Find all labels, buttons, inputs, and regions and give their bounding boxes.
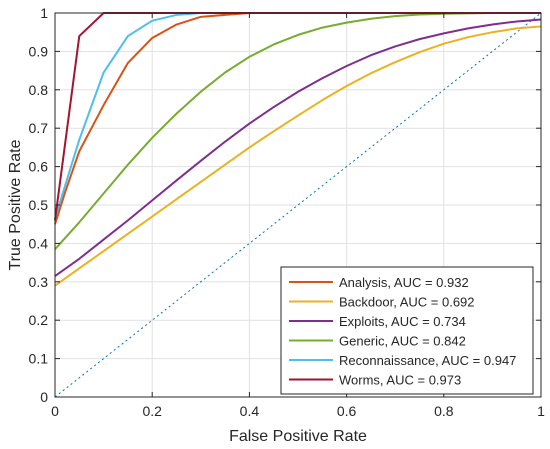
y-tick-label: 0.9: [29, 43, 49, 59]
reference-diagonal-line: [54, 12, 542, 398]
y-axis-label: True Positive Rate: [7, 139, 24, 270]
y-tick-label: 0.3: [29, 274, 49, 290]
x-tick-label: 0.4: [240, 403, 260, 419]
x-axis-ticks: 0 0.2 0.4 0.6 0.8 1: [51, 13, 545, 419]
y-tick-label: 0.5: [29, 197, 49, 213]
y-tick-label: 1: [40, 5, 48, 21]
y-tick-label: 0.1: [29, 351, 49, 367]
legend-label: Analysis, AUC = 0.932: [339, 275, 469, 290]
x-tick-label: 1: [537, 403, 545, 419]
series-line-2: [54, 18, 542, 277]
y-tick-label: 0.8: [29, 82, 49, 98]
y-tick-label: 0.7: [29, 120, 49, 136]
y-tick-label: 0.6: [29, 159, 49, 175]
series-line-1: [54, 25, 542, 287]
y-tick-label: 0: [40, 389, 48, 405]
x-tick-label: 0.6: [337, 403, 357, 419]
legend-label: Generic, AUC = 0.842: [339, 334, 466, 349]
x-tick-label: 0.8: [434, 403, 454, 419]
legend-label: Backdoor, AUC = 0.692: [339, 295, 475, 310]
y-tick-label: 0.4: [29, 235, 49, 251]
legend-label: Exploits, AUC = 0.734: [339, 314, 466, 329]
series-line-3: [54, 12, 541, 250]
legend-box: [280, 266, 534, 395]
legend: Analysis, AUC = 0.932 Backdoor, AUC = 0.6…: [280, 266, 534, 395]
legend-label: Worms, AUC = 0.973: [339, 373, 461, 388]
x-tick-label: 0.2: [142, 403, 162, 419]
y-axis-ticks: 0 0.1 0.2 0.3 0.4 0.5 0.6 0.7 0.8 0.9 1: [29, 5, 541, 405]
x-tick-label: 0: [51, 403, 59, 419]
x-axis-label: False Positive Rate: [229, 428, 367, 445]
y-tick-label: 0.2: [29, 312, 49, 328]
legend-label: Reconnaissance, AUC = 0.947: [339, 353, 516, 368]
